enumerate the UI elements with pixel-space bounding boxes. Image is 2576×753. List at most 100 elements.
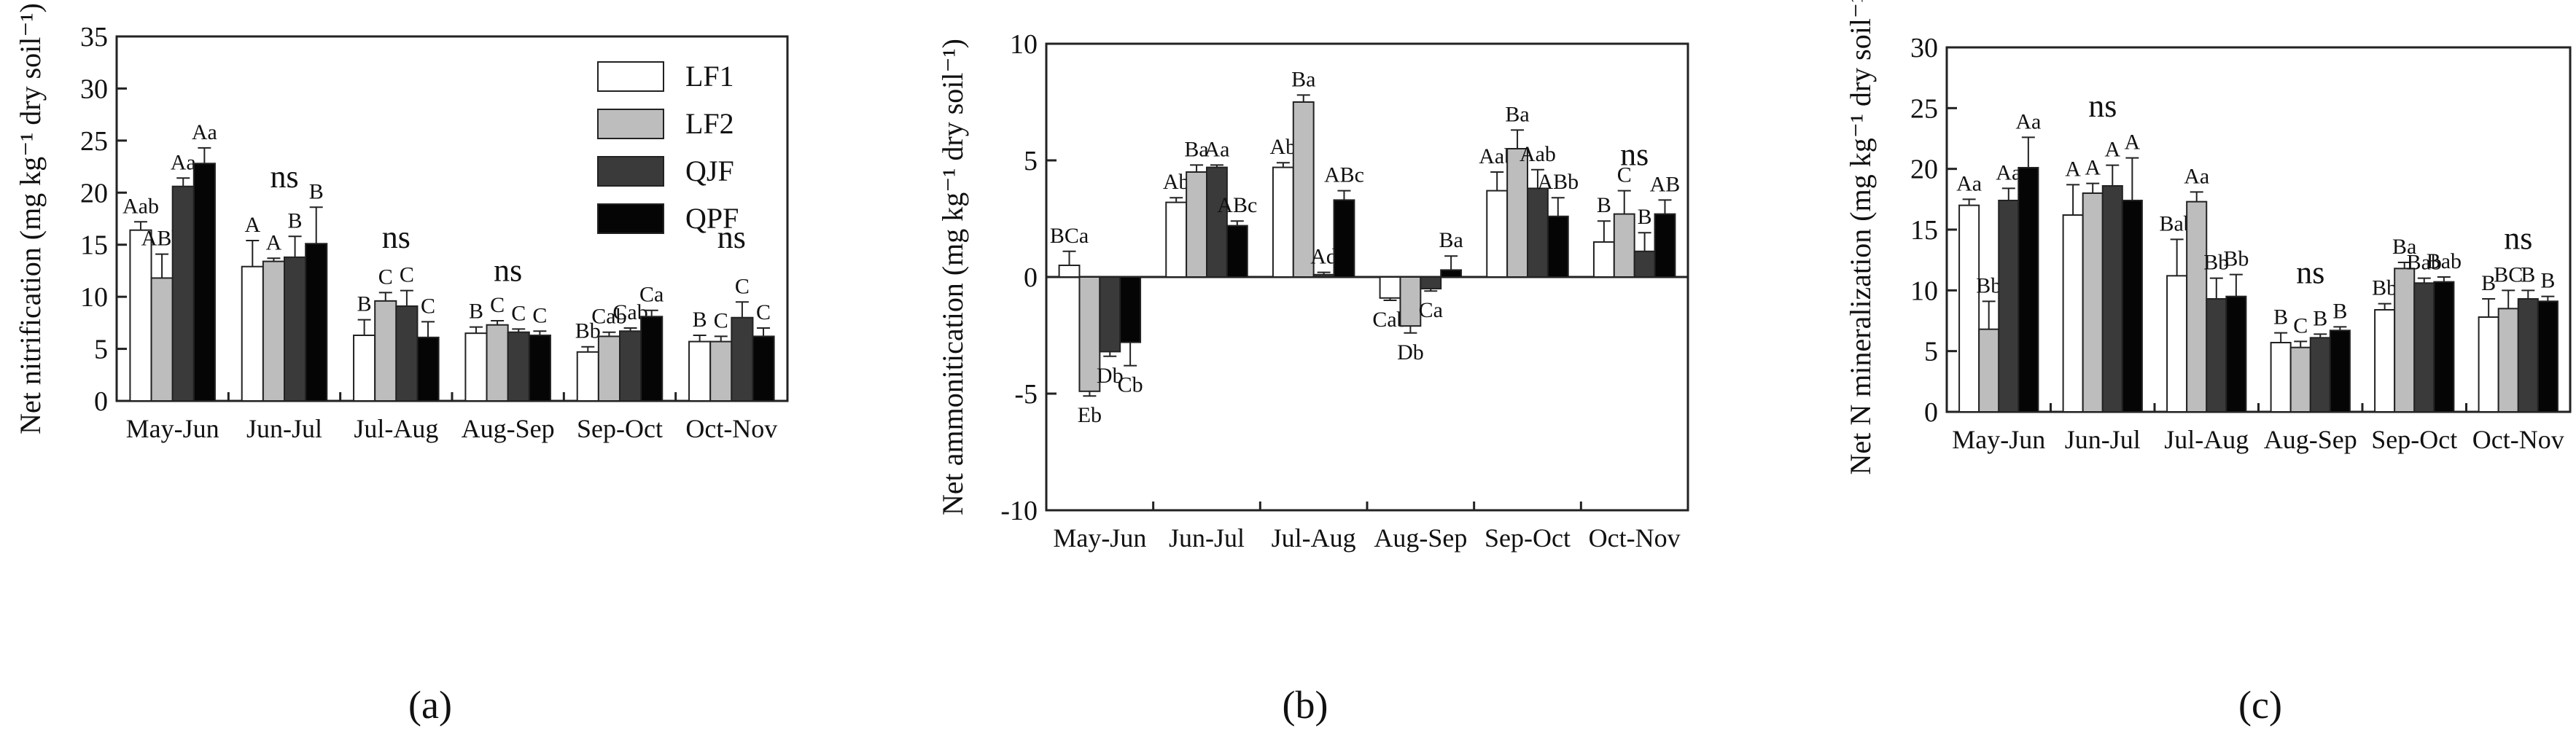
bar-qpf bbox=[305, 243, 328, 402]
bar-lf2 bbox=[1978, 328, 2000, 413]
significance-label: Ab bbox=[1163, 170, 1190, 194]
significance-label: B bbox=[2481, 271, 2496, 295]
x-tick-label-may-jun: May-Jun bbox=[1952, 425, 2045, 454]
bar-lf2 bbox=[262, 260, 286, 402]
y-tick-label: 10 bbox=[1910, 276, 1938, 306]
y-axis-title: Net ammonitication (mg kg⁻¹ dry soil⁻¹) bbox=[936, 39, 969, 515]
bar-lf2 bbox=[2289, 346, 2311, 413]
x-tick-label-oct-nov: Oct-Nov bbox=[2472, 425, 2564, 454]
bar-lf2 bbox=[1078, 276, 1101, 392]
x-tick-label-jul-aug: Jul-Aug bbox=[1272, 523, 1356, 553]
significance-label: Aa bbox=[1956, 171, 1982, 195]
bar-qpf bbox=[528, 335, 551, 402]
significance-label: Aa bbox=[1996, 160, 2021, 184]
bar-lf1 bbox=[2062, 214, 2084, 413]
bar-lf1 bbox=[2478, 316, 2499, 413]
significance-label: B bbox=[2540, 269, 2555, 293]
bar-qpf bbox=[2225, 295, 2247, 413]
significance-label: B bbox=[1638, 205, 1652, 229]
bar-qpf bbox=[1226, 225, 1248, 278]
bar-lf1 bbox=[353, 335, 376, 402]
ns-annotation: ns bbox=[494, 253, 522, 289]
significance-label: B bbox=[693, 308, 707, 332]
legend-label-qpf: QPF bbox=[685, 202, 739, 235]
bar-qpf bbox=[2121, 200, 2143, 413]
y-tick-label: 10 bbox=[1010, 29, 1038, 60]
bar-lf2 bbox=[597, 335, 620, 402]
x-tick-label-sep-oct: Sep-Oct bbox=[577, 414, 663, 443]
x-tick-label-sep-oct: Sep-Oct bbox=[2371, 425, 2457, 454]
significance-label: B bbox=[357, 292, 372, 316]
x-tick-label-aug-sep: Aug-Sep bbox=[462, 414, 555, 443]
bar-qpf bbox=[2017, 167, 2039, 413]
x-tick-label-aug-sep: Aug-Sep bbox=[2264, 425, 2357, 454]
ns-annotation: ns bbox=[382, 219, 410, 255]
significance-label: Bb bbox=[2203, 251, 2229, 275]
bar-lf2 bbox=[1292, 101, 1315, 278]
y-tick-label: -5 bbox=[1014, 379, 1038, 410]
significance-label: Ca bbox=[1419, 298, 1443, 322]
x-tick-label-jun-jul: Jun-Jul bbox=[246, 414, 322, 443]
bar-lf1 bbox=[576, 351, 599, 402]
significance-label: Bb bbox=[2372, 276, 2397, 300]
bar-qjf bbox=[171, 185, 195, 402]
ns-annotation: ns bbox=[1620, 136, 1649, 172]
bar-qjf bbox=[2517, 298, 2539, 413]
legend-swatch-qpf bbox=[597, 203, 664, 234]
bar-qjf bbox=[1633, 250, 1656, 278]
legend-label-lf2: LF2 bbox=[685, 107, 734, 140]
significance-label: Db bbox=[1397, 340, 1424, 364]
bar-qjf bbox=[619, 330, 642, 402]
bar-lf2 bbox=[150, 277, 174, 402]
significance-label: Ba bbox=[1184, 137, 1208, 161]
x-tick-label-may-jun: May-Jun bbox=[1053, 523, 1146, 553]
significance-label: Bb bbox=[1976, 273, 2001, 297]
significance-label: A bbox=[244, 213, 260, 237]
significance-label: Aab bbox=[1519, 142, 1556, 166]
legend-swatch-qjf bbox=[597, 156, 664, 187]
significance-label: Ba bbox=[1439, 228, 1463, 252]
bar-qpf bbox=[1654, 213, 1676, 278]
significance-label: Aa bbox=[192, 120, 217, 144]
significance-label: A bbox=[2065, 157, 2081, 181]
significance-label: A bbox=[2085, 156, 2101, 180]
significance-label: ABb bbox=[1537, 170, 1579, 194]
bar-lf1 bbox=[2270, 342, 2292, 413]
y-axis-title: Net N mineralization (mg kg⁻¹ dry soil⁻¹… bbox=[1844, 0, 1877, 475]
panel-a-chart: 0 5 10 15 20 25 30 35 May-Jun Jun-Jul Jul-Aug Aug-S… bbox=[14, 3, 789, 727]
bar-lf2 bbox=[2497, 308, 2519, 413]
bar-lf2 bbox=[2186, 200, 2208, 413]
significance-label: Aa bbox=[1204, 137, 1229, 161]
significance-label: Ad bbox=[1310, 245, 1337, 269]
bar-lf2 bbox=[1506, 148, 1528, 278]
significance-label: Db bbox=[1097, 364, 1124, 388]
bar-lf2 bbox=[486, 324, 509, 402]
bar-lf1 bbox=[464, 332, 488, 402]
ns-annotation: ns bbox=[270, 159, 298, 195]
ns-annotation: ns bbox=[2296, 254, 2324, 290]
significance-label: C bbox=[714, 308, 728, 332]
significance-label: C bbox=[421, 294, 435, 318]
bar-lf2 bbox=[374, 300, 397, 402]
bar-lf2 bbox=[709, 340, 733, 402]
significance-label: A bbox=[2125, 130, 2141, 155]
bar-qjf bbox=[2206, 298, 2227, 413]
y-tick-label: 20 bbox=[80, 178, 108, 208]
y-tick-label: 5 bbox=[1024, 146, 1038, 176]
significance-label: Aab bbox=[122, 194, 159, 218]
bar-qpf bbox=[640, 316, 664, 402]
bar-lf1 bbox=[1379, 276, 1401, 299]
bar-lf1 bbox=[1592, 241, 1615, 278]
y-tick-label: 20 bbox=[1910, 155, 1938, 185]
bar-lf1 bbox=[1486, 190, 1509, 278]
significance-label: B bbox=[1597, 193, 1611, 217]
bar-qjf bbox=[284, 256, 307, 402]
bar-lf1 bbox=[241, 265, 264, 402]
significance-label: AB bbox=[1650, 172, 1681, 196]
bar-qpf bbox=[416, 336, 440, 402]
bar-lf1 bbox=[1958, 204, 1980, 413]
significance-label: Ba bbox=[1505, 102, 1529, 126]
bar-qjf bbox=[2309, 337, 2331, 413]
bar-qpf bbox=[2537, 300, 2559, 413]
y-tick-label: 10 bbox=[80, 282, 108, 313]
